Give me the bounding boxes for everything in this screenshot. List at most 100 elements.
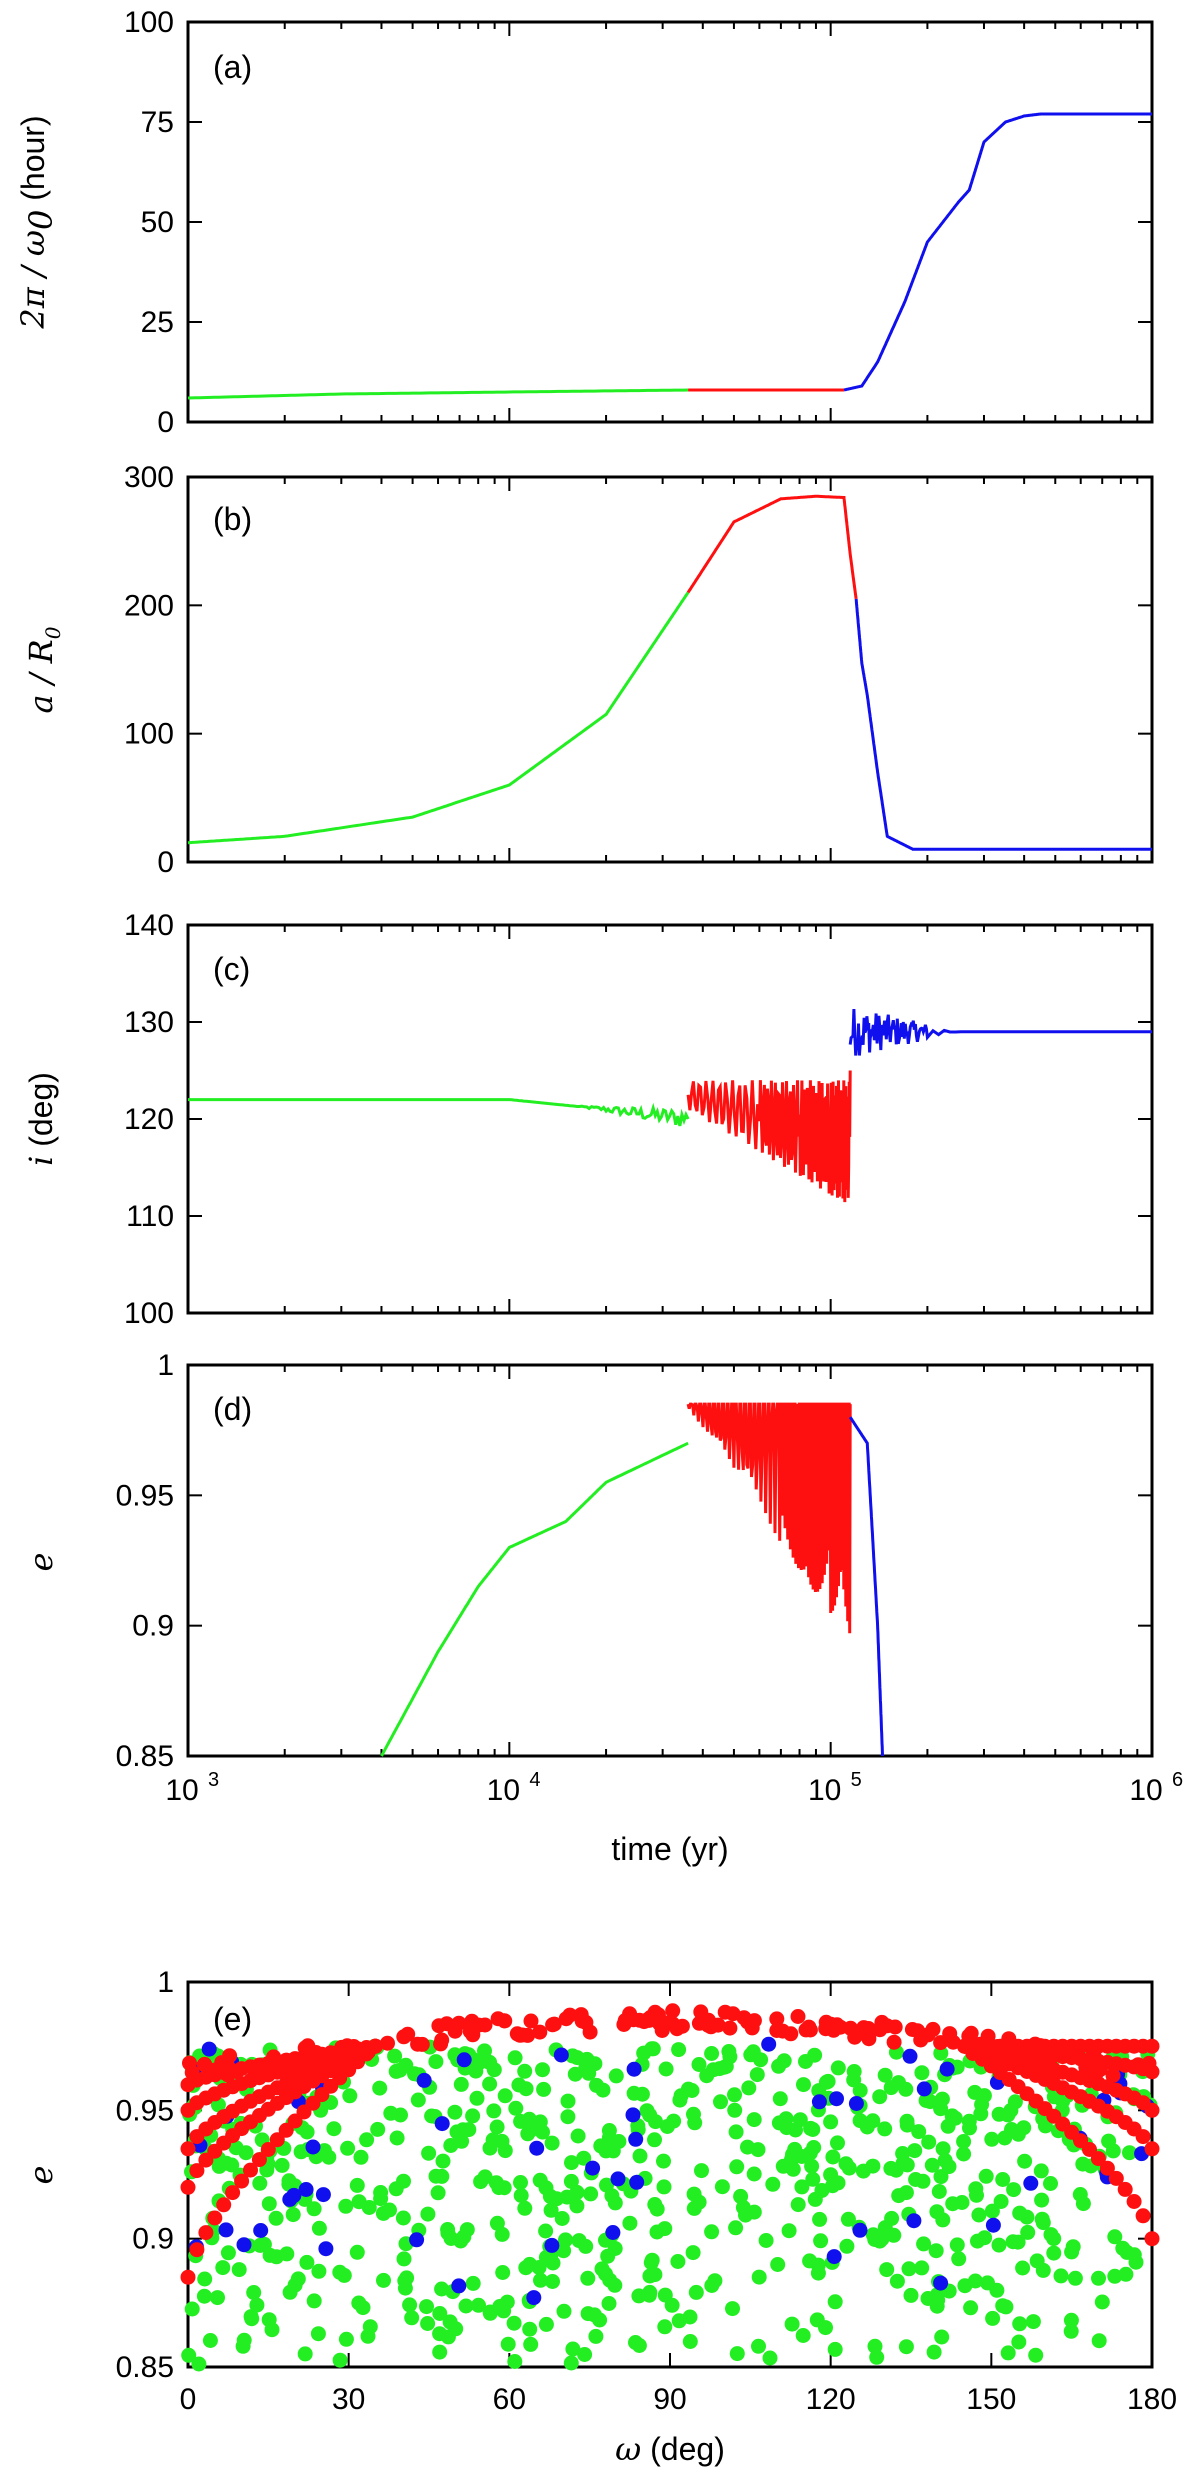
scatter-point-green [342,2088,358,2104]
scatter-point-green [349,2177,365,2193]
scatter-point-green [543,2202,559,2218]
scatter-point-green [805,2171,821,2187]
scatter-point-green [935,2212,951,2228]
scatter-point-green [809,2312,825,2328]
scatter-point-green [538,2316,554,2332]
scatter-point-green [486,2062,502,2078]
panel-e-ytick-label: 0.9 [132,2223,174,2256]
y-a-sub: 0 [22,210,60,230]
scatter-point-green [781,2223,797,2239]
scatter-point-red [802,2022,818,2038]
scatter-point-green [387,2048,403,2064]
panel-d-xtick-label: 10 [808,1774,841,1807]
panel-e-ytick-label: 1 [157,1966,174,1999]
scatter-point-red [783,2026,799,2042]
scatter-point-green [497,2143,513,2159]
scatter-point-green [993,2194,1009,2209]
scatter-point-green [956,2134,972,2149]
scatter-point-green [197,2271,213,2287]
scatter-point-blue [451,2278,467,2294]
scatter-point-red [198,2225,214,2241]
scatter-point-green [349,2244,365,2260]
scatter-point-green [818,2074,834,2090]
scatter-point-green [580,2306,596,2322]
scatter-point-green [758,2233,774,2248]
scatter-point-green [465,2108,481,2124]
scatter-point-green [704,2046,720,2061]
scatter-point-green [1063,2323,1079,2339]
scatter-point-green [691,2057,707,2072]
scatter-point-green [274,2157,290,2173]
scatter-point-green [827,2294,843,2310]
scatter-point-green [447,2104,463,2120]
scatter-point-green [883,2080,899,2096]
scatter-point-red [722,2020,738,2036]
scatter-point-green [513,2175,528,2190]
scatter-point-green [914,2065,930,2081]
scatter-point-green [579,2051,595,2067]
scatter-point-green [560,2093,576,2109]
scatter-point-green [916,2236,932,2252]
scatter-point-green [657,2319,673,2335]
scatter-point-green [535,2124,550,2140]
scatter-point-green [729,2159,745,2175]
scatter-point-green [465,2275,481,2291]
scatter-point-green [1067,2270,1083,2286]
scatter-point-green [181,2347,197,2363]
scatter-point-red [189,2242,205,2258]
scatter-point-red [1117,2181,1133,2197]
scatter-point-green [370,2121,386,2137]
panel-c-series-red [686,1070,852,1203]
scatter-point-green [580,2270,596,2286]
scatter-point-blue [409,2232,425,2248]
scatter-point-green [376,2272,391,2288]
scatter-point-green [1043,2227,1059,2243]
scatter-point-green [827,2341,843,2357]
scatter-point-red [874,2014,890,2030]
scatter-point-green [658,2061,674,2077]
scatter-point-green [231,2262,247,2278]
scatter-point-green [684,2083,700,2098]
scatter-point-green [326,2121,342,2137]
scatter-point-green [1043,2176,1058,2191]
scatter-point-green [536,2081,552,2097]
scatter-point-green [432,2326,448,2342]
scatter-point-green [338,2198,354,2214]
scatter-point-red [650,2007,666,2023]
scatter-point-green [956,2146,972,2162]
scatter-point-red [1099,2160,1115,2176]
scatter-point-green [523,2336,539,2352]
panel-d-xtick-exponent: 6 [1172,1769,1183,1791]
panel-e-label: (e) [213,2001,252,2037]
panel-d-series-red [686,1402,852,1634]
scatter-point-green [682,2334,698,2349]
scatter-point-green [989,2282,1005,2298]
scatter-point-green [513,2188,529,2203]
scatter-point-blue [286,2187,302,2203]
scatter-point-green [877,2121,893,2137]
scatter-point-green [419,2299,434,2315]
scatter-point-red [790,2009,806,2024]
scatter-point-green [1115,2240,1131,2256]
scatter-point-green [765,2176,781,2192]
scatter-point-green [915,2173,931,2189]
scatter-point-green [903,2287,919,2303]
panel-e-xtick-label: 90 [653,2383,686,2416]
scatter-point-green [812,2211,828,2227]
scatter-point-green [544,2135,560,2151]
scatter-point-green [434,2281,450,2297]
scatter-point-red [769,2011,785,2027]
scatter-point-red [269,2132,285,2148]
scatter-point-green [372,2080,388,2096]
scatter-point-green [410,2092,426,2108]
scatter-point-green [790,2197,806,2213]
scatter-point-green [554,2211,570,2226]
scatter-point-red [736,2010,752,2026]
scatter-point-green [807,2047,823,2063]
panel-c-ytick-label: 130 [124,1006,174,1039]
scatter-point-green [1006,2182,1022,2198]
panel-d-xtick-exponent: 3 [208,1769,219,1791]
scatter-point-green [497,2088,513,2104]
scatter-point-green [299,2124,315,2140]
scatter-point-green [453,2076,469,2092]
